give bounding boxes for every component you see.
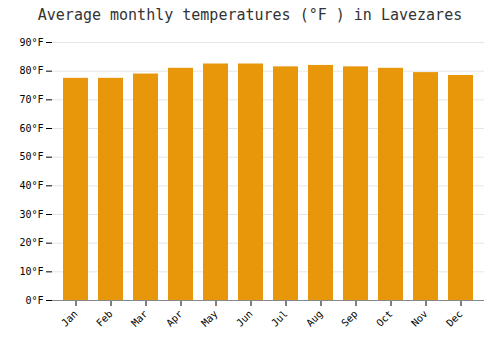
- svg-text:50°F: 50°F: [19, 151, 43, 162]
- svg-text:Dec: Dec: [444, 308, 465, 329]
- svg-text:Apr: Apr: [164, 308, 185, 329]
- svg-text:Jun: Jun: [234, 308, 255, 329]
- svg-text:May: May: [199, 308, 220, 329]
- svg-text:70°F: 70°F: [19, 94, 43, 105]
- svg-text:Sep: Sep: [339, 308, 360, 329]
- svg-text:10°F: 10°F: [19, 266, 43, 277]
- svg-text:20°F: 20°F: [19, 237, 43, 248]
- svg-text:Oct: Oct: [374, 308, 395, 329]
- svg-text:0°F: 0°F: [25, 295, 43, 306]
- svg-text:30°F: 30°F: [19, 209, 43, 220]
- svg-text:Aug: Aug: [304, 308, 325, 329]
- svg-text:Feb: Feb: [94, 308, 115, 329]
- svg-text:80°F: 80°F: [19, 65, 43, 76]
- svg-text:40°F: 40°F: [19, 180, 43, 191]
- svg-text:60°F: 60°F: [19, 123, 43, 134]
- svg-text:Jul: Jul: [269, 308, 290, 329]
- svg-text:Nov: Nov: [409, 308, 430, 329]
- svg-text:Jan: Jan: [59, 308, 80, 329]
- html-text:Average monthly temperatures (: Average monthly temperatures (°F ) in La…: [37, 6, 463, 24]
- svg-text:Mar: Mar: [129, 308, 150, 329]
- svg-text:90°F: 90°F: [19, 37, 43, 48]
